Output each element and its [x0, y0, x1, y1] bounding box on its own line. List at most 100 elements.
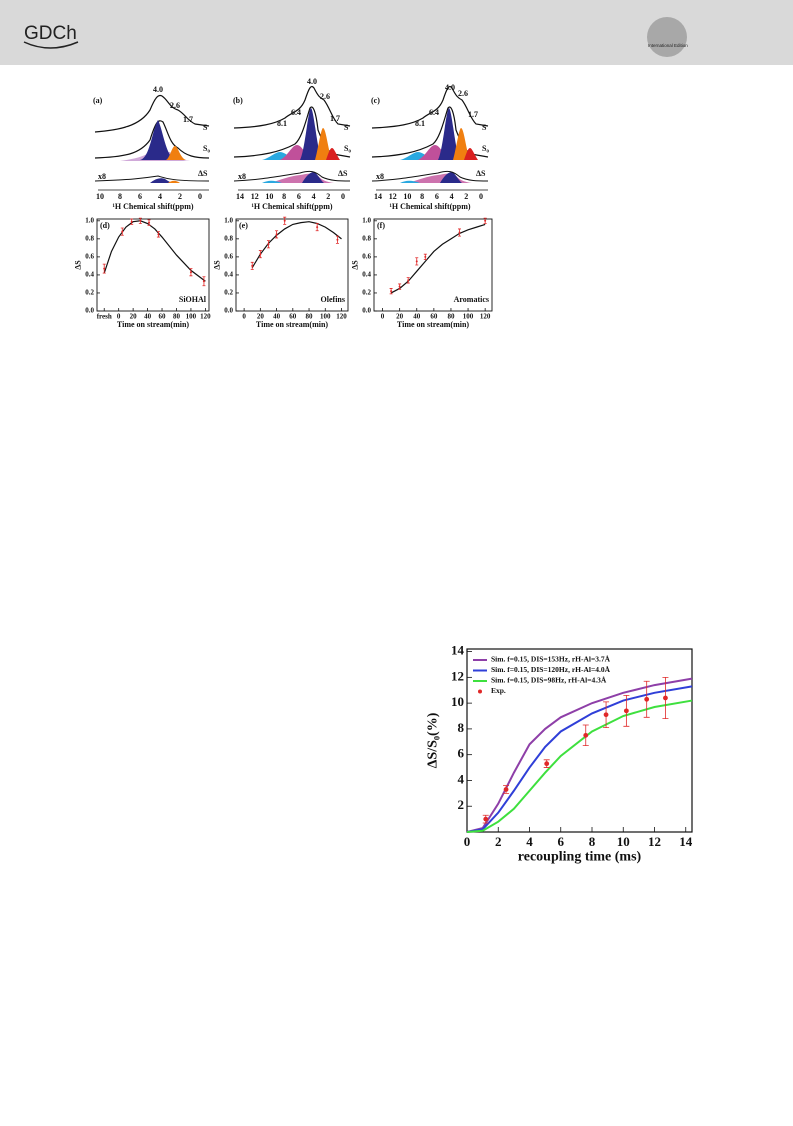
legend-label: Sim. f=0.15, DIS=153Hz, rH-Al=3.7Å: [491, 655, 611, 664]
x-tick-label: 8: [589, 834, 596, 849]
peak-label: 4.0: [307, 77, 317, 86]
y-tick-label: 0.2: [362, 289, 371, 297]
x-tick-label: 10: [265, 192, 273, 201]
x-tick-label: 10: [96, 192, 104, 201]
plot-frame: [235, 218, 349, 312]
peak-label: 6.4: [291, 108, 301, 117]
y-tick-label: 4: [458, 771, 465, 786]
x-tick-label: 12: [648, 834, 661, 849]
plot-frame: [373, 218, 493, 312]
x-tick-label: 14: [374, 192, 382, 201]
x-tick-label: 20: [130, 313, 138, 321]
x-tick-label: 6: [435, 192, 439, 201]
series-line: [390, 223, 486, 294]
x-axis-label: Time on stream(min): [397, 320, 469, 329]
plot-frame: [96, 218, 210, 312]
y-tick-label: 0.6: [224, 252, 233, 260]
x-tick-label: 2: [464, 192, 468, 201]
x-tick-label: 120: [480, 313, 491, 321]
x-tick-label: 80: [173, 313, 181, 321]
x-axis-label: ¹H Chemical shift(ppm): [251, 202, 332, 211]
spectrum-b-curves: [233, 85, 351, 191]
peak-label: 1.7: [183, 115, 193, 124]
x-axis-label: recoupling time (ms): [518, 849, 642, 864]
series-line: [466, 685, 693, 833]
x-tick-label: 14: [679, 834, 693, 849]
x-tick-label: 0: [381, 313, 385, 321]
x-tick-label: 2: [495, 834, 502, 849]
spectrum-c-curves: [371, 85, 489, 191]
y-tick-label: 1.0: [362, 216, 371, 224]
curve-label: S: [482, 123, 487, 132]
x-tick-label: 10: [403, 192, 411, 201]
peak-label: 2.6: [458, 89, 468, 98]
data-point: [583, 732, 589, 738]
data-point: [623, 708, 629, 714]
data-point: [390, 290, 393, 293]
x-tick-label: 8: [118, 192, 122, 201]
curve-label: ΔS: [198, 169, 208, 178]
x-tick-label: 40: [273, 313, 281, 321]
x-tick-label: 40: [144, 313, 152, 321]
x-tick-label: 0: [464, 834, 471, 849]
x-tick-label: 4: [312, 192, 316, 201]
data-point: [398, 285, 401, 288]
data-point: [503, 787, 509, 792]
data-point: [544, 761, 550, 767]
panel-label: (f): [377, 221, 385, 230]
spectrum-a-curves: [94, 94, 210, 191]
data-point: [407, 279, 410, 282]
data-point: [157, 233, 160, 236]
x-tick-label: 0: [242, 313, 246, 321]
x-tick-label: 6: [558, 834, 565, 849]
curve-label: S₀: [344, 144, 351, 153]
x-tick-label: 60: [289, 313, 297, 321]
y-tick-label: 0.8: [85, 234, 94, 242]
data-point: [603, 712, 609, 718]
curve-label: S₀: [203, 144, 210, 153]
peak-label: 1.7: [468, 110, 478, 119]
y-tick-label: 0.4: [224, 271, 233, 279]
y-tick-label: 0.0: [85, 307, 94, 315]
data-point: [415, 260, 418, 263]
x-tick-label: 60: [159, 313, 167, 321]
y-tick-label: 0.0: [224, 307, 233, 315]
legend-label: Sim. f=0.15, DIS=120Hz, rH-Al=4.0Å: [491, 665, 611, 674]
x-tick-label: 20: [396, 313, 404, 321]
peak-label: 8.1: [415, 119, 425, 128]
y-tick-label: 0.4: [85, 271, 94, 279]
annotation: SiOHAl: [179, 295, 207, 304]
y-tick-label: 10: [451, 694, 464, 709]
data-point: [189, 271, 192, 274]
data-point: [316, 226, 319, 229]
legend-label: Sim. f=0.15, DIS=98Hz, rH-Al=4.3Å: [491, 676, 607, 685]
x-tick-label: 0: [479, 192, 483, 201]
panel-label: (b): [233, 96, 243, 105]
y-tick-label: 8: [458, 720, 465, 735]
data-point: [130, 220, 133, 223]
curve-label: ΔS: [476, 169, 486, 178]
peak-label: 2.6: [320, 92, 330, 101]
data-point: [148, 221, 151, 224]
series-line: [466, 677, 693, 833]
x-tick-label: 14: [236, 192, 244, 201]
y-tick-label: 14: [451, 643, 465, 658]
data-point: [458, 231, 461, 234]
peak-label: 8.1: [277, 119, 287, 128]
data-point: [251, 264, 254, 267]
x-axis-label: ¹H Chemical shift(ppm): [389, 202, 470, 211]
data-point: [275, 233, 278, 236]
x-tick-label: 0: [198, 192, 202, 201]
x-tick-label: 100: [463, 313, 474, 321]
y-axis-label: ΔS: [74, 260, 83, 270]
data-point: [139, 219, 142, 222]
y-tick-label: 0.2: [85, 289, 94, 297]
x-tick-label: 8: [420, 192, 424, 201]
x-tick-label: 20: [257, 313, 265, 321]
y-tick-label: 2: [458, 797, 465, 812]
y-tick-label: 0.2: [224, 289, 233, 297]
x-tick-label: 40: [413, 313, 421, 321]
series-line: [251, 221, 342, 269]
series-line: [466, 699, 693, 833]
